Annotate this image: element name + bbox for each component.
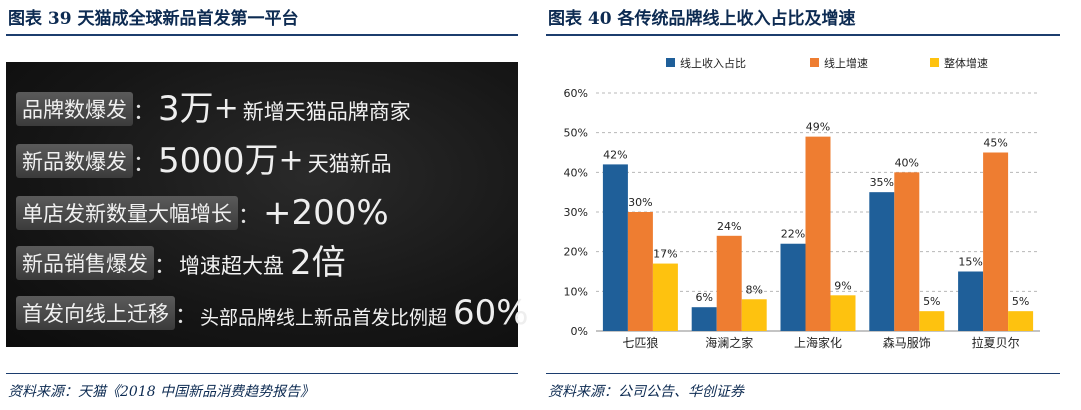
feature-value: 3万 — [158, 89, 214, 129]
feature-label: 新品数爆发 — [16, 144, 133, 178]
left-figure-title: 图表 39 天猫成全球新品首发第一平台 — [8, 9, 299, 29]
feature-plus: + — [213, 91, 239, 126]
bar-value-label: 5% — [923, 295, 940, 308]
bar — [627, 212, 653, 331]
bar — [716, 235, 742, 331]
x-tick-label: 上海家化 — [794, 335, 842, 350]
feature-colon: ： — [133, 100, 156, 125]
bar-value-label: 22% — [781, 228, 805, 241]
legend-swatch — [810, 58, 819, 67]
bar — [830, 295, 856, 331]
bar — [652, 263, 678, 331]
left-source-note: 资料来源：天猫《2018 中国新品消费趋势报告》 — [8, 384, 315, 400]
feature-text: 新增天猫品牌商家 — [242, 100, 411, 124]
feature-row-3: 单店发新数量大幅增长 ： +200% — [16, 196, 389, 230]
x-tick-label: 海澜之家 — [705, 335, 753, 350]
left-title-rule — [6, 34, 518, 36]
bar-value-label: 15% — [958, 256, 982, 269]
x-tick-label: 森马服饰 — [883, 335, 931, 350]
bar-value-label: 30% — [628, 196, 652, 209]
feature-text: 头部品牌线上新品首发比例超 — [200, 307, 448, 329]
feature-colon: ： — [133, 152, 156, 177]
bar-value-label: 5% — [1012, 295, 1029, 308]
bar-value-label: 24% — [717, 220, 741, 233]
y-tick-label: 60% — [564, 87, 588, 100]
feature-row-1: 品牌数爆发 ： 3万 + 新增天猫品牌商家 — [16, 92, 411, 126]
bar — [805, 136, 831, 331]
bar — [602, 164, 628, 331]
bar-value-label: 42% — [603, 148, 627, 161]
right-source-rule — [546, 373, 1060, 374]
feature-value: 60% — [453, 293, 529, 333]
feature-value: 2倍 — [290, 243, 346, 283]
brand-online-revenue-chart: 0% 10% 20% 30% 40% 50% 60% 42% 30% 17% 七匹狼 6% 24% 8% 海… — [564, 56, 1040, 350]
bar — [894, 172, 920, 331]
legend-swatch — [666, 58, 675, 67]
legend-label: 线上收入占比 — [680, 56, 746, 70]
left-source-rule — [6, 373, 518, 374]
bar-value-label: 17% — [653, 248, 677, 261]
legend-swatch — [930, 58, 939, 67]
right-source-note: 资料来源：公司公告、华创证券 — [548, 384, 744, 400]
y-tick-label: 10% — [564, 285, 588, 298]
feature-text: 天猫新品 — [307, 152, 392, 176]
feature-text: 增速超大盘 — [179, 254, 285, 278]
feature-value: 5000万 — [158, 141, 279, 181]
right-title-rule — [546, 34, 1060, 36]
right-figure-title: 图表 40 各传统品牌线上收入占比及增速 — [548, 9, 856, 29]
feature-row-5: 首发向线上迁移 ： 头部品牌线上新品首发比例超 60% — [16, 296, 529, 330]
feature-colon: ： — [238, 204, 261, 229]
bar-value-label: 6% — [695, 291, 712, 304]
bar — [983, 152, 1009, 331]
legend-label: 线上增速 — [824, 56, 868, 70]
feature-colon: ： — [175, 304, 198, 329]
x-tick-label: 拉夏贝尔 — [972, 335, 1020, 350]
bar-value-label: 49% — [806, 121, 830, 134]
feature-label: 首发向线上迁移 — [16, 296, 175, 330]
feature-label: 新品销售爆发 — [16, 246, 154, 280]
feature-row-2: 新品数爆发 ： 5000万 + 天猫新品 — [16, 144, 392, 178]
y-tick-label: 0% — [571, 325, 588, 338]
bar-value-label: 45% — [983, 137, 1007, 150]
bar — [691, 307, 717, 331]
y-tick-label: 40% — [564, 166, 588, 179]
bar — [869, 192, 895, 331]
bar — [919, 311, 945, 331]
bar-value-label: 9% — [834, 279, 851, 292]
y-tick-label: 30% — [564, 206, 588, 219]
bar — [1008, 311, 1034, 331]
feature-value: +200% — [263, 193, 389, 233]
feature-label: 单店发新数量大幅增长 — [16, 196, 238, 230]
bar-value-label: 8% — [745, 283, 762, 296]
bar — [741, 299, 767, 331]
feature-colon: ： — [154, 254, 177, 279]
y-tick-label: 20% — [564, 246, 588, 259]
legend-label: 整体增速 — [944, 56, 988, 70]
feature-row-4: 新品销售爆发 ： 增速超大盘 2倍 — [16, 246, 346, 280]
x-tick-label: 七匹狼 — [622, 335, 658, 350]
feature-label: 品牌数爆发 — [16, 92, 133, 126]
bar — [958, 271, 984, 331]
tmall-feature-banner: 品牌数爆发 ： 3万 + 新增天猫品牌商家 新品数爆发 ： 5000万 + 天猫… — [6, 62, 529, 347]
bar — [780, 243, 806, 331]
y-tick-label: 50% — [564, 127, 588, 140]
bar-value-label: 35% — [870, 176, 894, 189]
bar-value-label: 40% — [895, 156, 919, 169]
feature-plus: + — [278, 143, 304, 178]
